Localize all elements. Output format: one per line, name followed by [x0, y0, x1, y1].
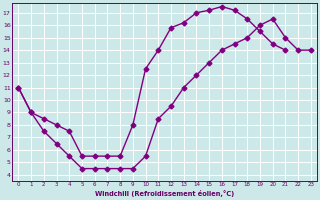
X-axis label: Windchill (Refroidissement éolien,°C): Windchill (Refroidissement éolien,°C)	[95, 190, 234, 197]
